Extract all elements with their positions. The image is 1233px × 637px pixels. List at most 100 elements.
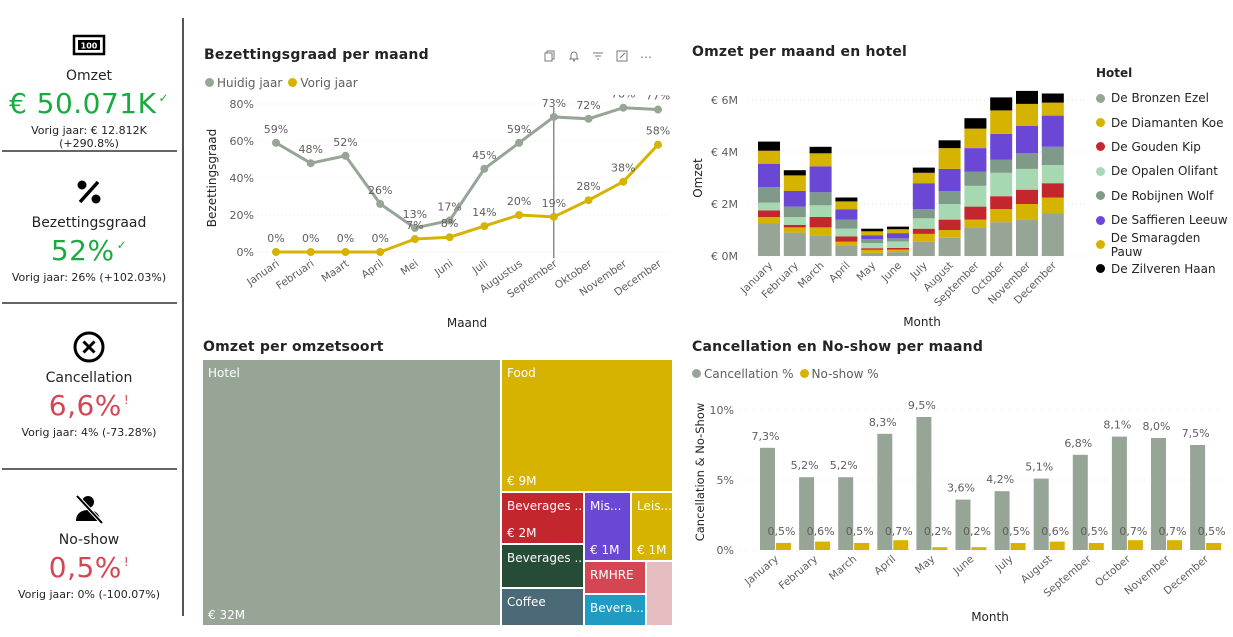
cancellation-legend: Cancellation % No-show % <box>692 367 879 381</box>
bar-segment <box>1016 126 1038 154</box>
x-tick-label: July <box>907 260 930 283</box>
bar-segment <box>964 171 987 186</box>
more-options-icon[interactable]: ⋯ <box>640 50 653 64</box>
bar-segment <box>758 217 780 224</box>
x-tick-label: Februari <box>274 258 316 293</box>
bar-segment <box>887 233 909 239</box>
legend-item[interactable]: Huidig jaar <box>205 76 282 90</box>
bar-segment <box>835 219 858 229</box>
revenue-stacked-bar-chart[interactable]: € 0M€ 2M€ 4M€ 6MOmzetMonthJanuaryFebruar… <box>688 80 1093 335</box>
x-tick-label: Mei <box>399 258 421 278</box>
legend-item[interactable]: De Smaragden Pauw <box>1096 231 1233 259</box>
treemap-tile-rmhre[interactable]: RMHRE <box>585 562 645 593</box>
bar-segment <box>990 222 1013 256</box>
legend-label: De Diamanten Koe <box>1111 115 1224 130</box>
data-point <box>410 235 419 244</box>
bar-segment <box>758 150 780 164</box>
data-point <box>549 212 558 221</box>
bar-no-show <box>932 547 948 550</box>
treemap-tile-beverages-3[interactable]: Bevera... <box>585 595 645 625</box>
bar-segment <box>783 191 806 207</box>
bar-segment <box>887 238 909 242</box>
filter-icon[interactable] <box>592 50 604 65</box>
occupancy-line-chart[interactable]: 0%20%40%60%80%BezettingsgraadMaandJanuar… <box>200 95 680 335</box>
bar-segment <box>1041 146 1064 165</box>
legend-item[interactable]: De Diamanten Koe <box>1096 110 1233 134</box>
legend-item[interactable]: De Robijnen Wolf <box>1096 184 1233 208</box>
bar-segment <box>912 167 935 173</box>
legend-item[interactable]: De Zilveren Haan <box>1096 257 1233 281</box>
legend-item[interactable]: No-show % <box>799 367 879 381</box>
percent-icon <box>0 175 178 209</box>
treemap-tile-leisure[interactable]: Leis... € 1M <box>632 493 672 560</box>
legend-item[interactable]: Vorig jaar <box>288 76 358 90</box>
data-label: 78% <box>611 95 635 101</box>
data-label: 14% <box>472 206 496 219</box>
focus-mode-icon[interactable] <box>616 50 628 65</box>
bar-cancellation <box>1033 478 1049 550</box>
treemap-tile-coffee[interactable]: Coffee <box>502 589 583 625</box>
bar-segment <box>990 159 1013 173</box>
bar-cancellation <box>1072 454 1088 550</box>
x-tick-label: April <box>827 260 852 285</box>
divider <box>2 468 177 470</box>
y-tick-label: 40% <box>230 172 254 185</box>
data-label: 73% <box>542 97 566 110</box>
legend-item[interactable]: De Bronzen Ezel <box>1096 86 1233 110</box>
data-label: 7,3% <box>752 430 780 443</box>
bar-segment <box>1041 102 1064 116</box>
x-tick-label: June <box>950 553 976 578</box>
bar-segment <box>758 210 780 217</box>
kpi-card-bezettingsgraad: Bezettingsgraad 52% ✓ Vorig jaar: 26% (+1… <box>0 175 178 284</box>
bar-segment <box>1041 115 1064 147</box>
bell-icon[interactable] <box>568 50 580 65</box>
data-label: 0,5% <box>1198 525 1226 538</box>
bar-segment <box>912 228 935 234</box>
data-point <box>515 138 524 147</box>
legend-item[interactable]: De Opalen Olifant <box>1096 159 1233 183</box>
kpi-previous-year: Vorig jaar: 4% (-73.28%) <box>21 426 157 439</box>
x-axis-title: Month <box>971 610 1009 624</box>
cancellation-bar-chart[interactable]: 0% 5% 10%Cancellation & No-Show Month 7,3% 0,… <box>688 390 1233 630</box>
legend-swatch <box>1096 264 1105 274</box>
bar-no-show <box>1206 543 1222 550</box>
bar-segment <box>809 166 832 193</box>
bar-segment <box>1016 204 1038 220</box>
treemap-tile-hotel[interactable]: Hotel € 32M <box>203 360 500 625</box>
treemap-tile-beverages-2[interactable]: Beverages ... <box>502 545 583 587</box>
data-label: 8,3% <box>869 416 897 429</box>
bar-cancellation <box>799 477 815 550</box>
bar-no-show <box>854 543 870 550</box>
kpi-card-no-show: No-show 0,5%! Vorig jaar: 0% (-100.07%) <box>0 492 178 601</box>
legend-title: Hotel <box>1096 66 1133 80</box>
bar-segment <box>783 227 806 233</box>
x-tick-label: May <box>913 553 937 576</box>
treemap-tile-food[interactable]: Food € 9M <box>502 360 672 491</box>
bar-segment <box>861 228 884 232</box>
copy-icon[interactable] <box>544 50 556 65</box>
data-label: 0,7% <box>1119 525 1147 538</box>
bar-segment <box>861 249 884 253</box>
legend-label: De Saffieren Leeuw <box>1111 213 1228 228</box>
bar-no-show <box>776 543 791 550</box>
y-tick-label: 20% <box>230 209 254 222</box>
bar-cancellation <box>838 477 854 550</box>
legend-item[interactable]: De Gouden Kip <box>1096 135 1233 159</box>
bar-segment <box>990 172 1013 197</box>
treemap-tile-other[interactable] <box>647 562 672 625</box>
data-point <box>654 140 662 149</box>
data-point <box>341 248 350 256</box>
legend-item[interactable]: Cancellation % <box>692 367 794 381</box>
bar-segment <box>861 235 884 240</box>
bar-segment <box>1041 165 1064 184</box>
data-point <box>549 112 558 121</box>
data-point <box>480 222 489 231</box>
treemap-tile-beverages-1[interactable]: Beverages ... € 2M <box>502 493 583 543</box>
treemap-tile-misc[interactable]: Mis... € 1M <box>585 493 630 560</box>
chart-title-bezettingsgraad: Bezettingsgraad per maand <box>204 47 429 63</box>
bar-segment <box>964 128 987 149</box>
x-tick-label: February <box>777 553 820 592</box>
bar-segment <box>912 233 935 242</box>
legend-item[interactable]: De Saffieren Leeuw <box>1096 208 1233 232</box>
data-label: 7,5% <box>1182 427 1210 440</box>
